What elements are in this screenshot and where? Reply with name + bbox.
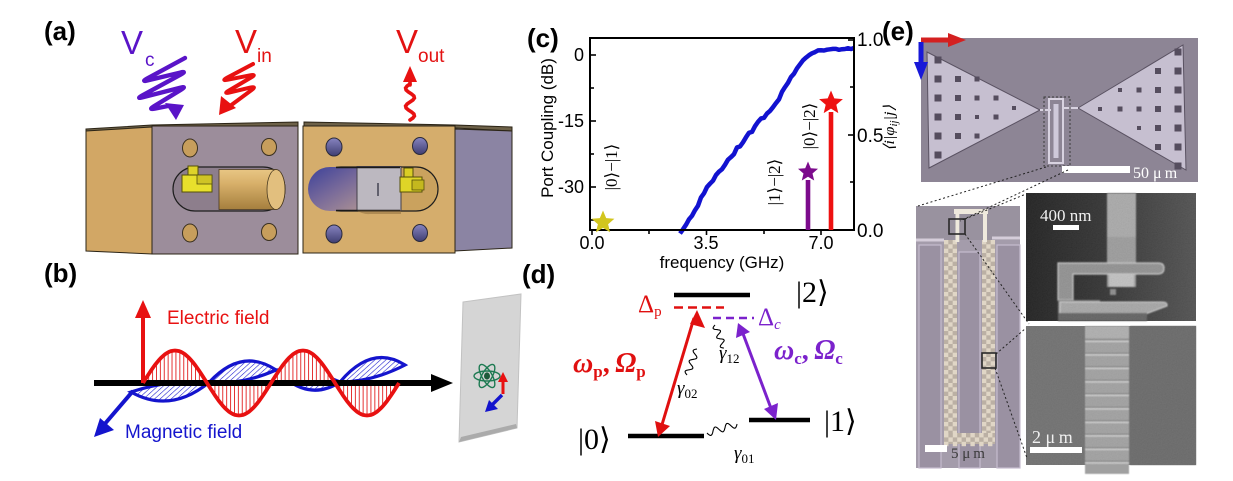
svg-text:7.0: 7.0 [808, 233, 833, 253]
svg-text:0.0: 0.0 [857, 221, 883, 242]
svg-text:Magnetic field: Magnetic field [125, 422, 242, 443]
svg-text:Port Coupling (dB): Port Coupling (dB) [538, 58, 557, 198]
svg-text:ωc, Ωc: ωc, Ωc [774, 335, 843, 368]
svg-text:V: V [235, 23, 257, 60]
svg-text:(d): (d) [522, 259, 555, 289]
svg-text:0.0: 0.0 [579, 233, 604, 253]
svg-text:|1⟩−|2⟩: |1⟩−|2⟩ [765, 159, 784, 206]
svg-text:(a): (a) [44, 16, 76, 46]
svg-text:50 μ m: 50 μ m [1133, 165, 1178, 182]
svg-text:|0⟩−|1⟩: |0⟩−|1⟩ [602, 144, 621, 191]
svg-text:(e): (e) [882, 16, 914, 46]
svg-text:in: in [257, 46, 272, 67]
svg-text:ωp, Ωp: ωp, Ωp [573, 348, 646, 381]
svg-text:⟨i|φij|j⟩: ⟨i|φij|j⟩ [882, 105, 900, 151]
svg-text:c: c [145, 50, 155, 71]
svg-text:-30: -30 [558, 177, 584, 197]
svg-text:-15: -15 [558, 111, 584, 131]
svg-text:(c): (c) [527, 23, 559, 53]
svg-text:|0⟩: |0⟩ [578, 423, 611, 456]
svg-text:5 μ m: 5 μ m [951, 446, 985, 462]
svg-text:|0⟩−|2⟩: |0⟩−|2⟩ [800, 103, 819, 150]
svg-text:0.5: 0.5 [857, 126, 883, 147]
svg-text:2 μ m: 2 μ m [1032, 427, 1073, 447]
svg-text:|2⟩: |2⟩ [796, 276, 829, 309]
svg-text:out: out [418, 46, 445, 67]
svg-text:0: 0 [574, 45, 584, 65]
svg-text:1.0: 1.0 [857, 30, 883, 51]
svg-text:3.5: 3.5 [693, 233, 718, 253]
svg-text:Electric field: Electric field [167, 308, 269, 329]
svg-text:400 nm: 400 nm [1040, 206, 1091, 225]
svg-text:V: V [121, 24, 143, 61]
svg-text:|1⟩: |1⟩ [824, 405, 857, 438]
svg-text:V: V [396, 23, 418, 60]
svg-text:frequency (GHz): frequency (GHz) [660, 253, 785, 272]
svg-text:(b): (b) [44, 258, 77, 288]
